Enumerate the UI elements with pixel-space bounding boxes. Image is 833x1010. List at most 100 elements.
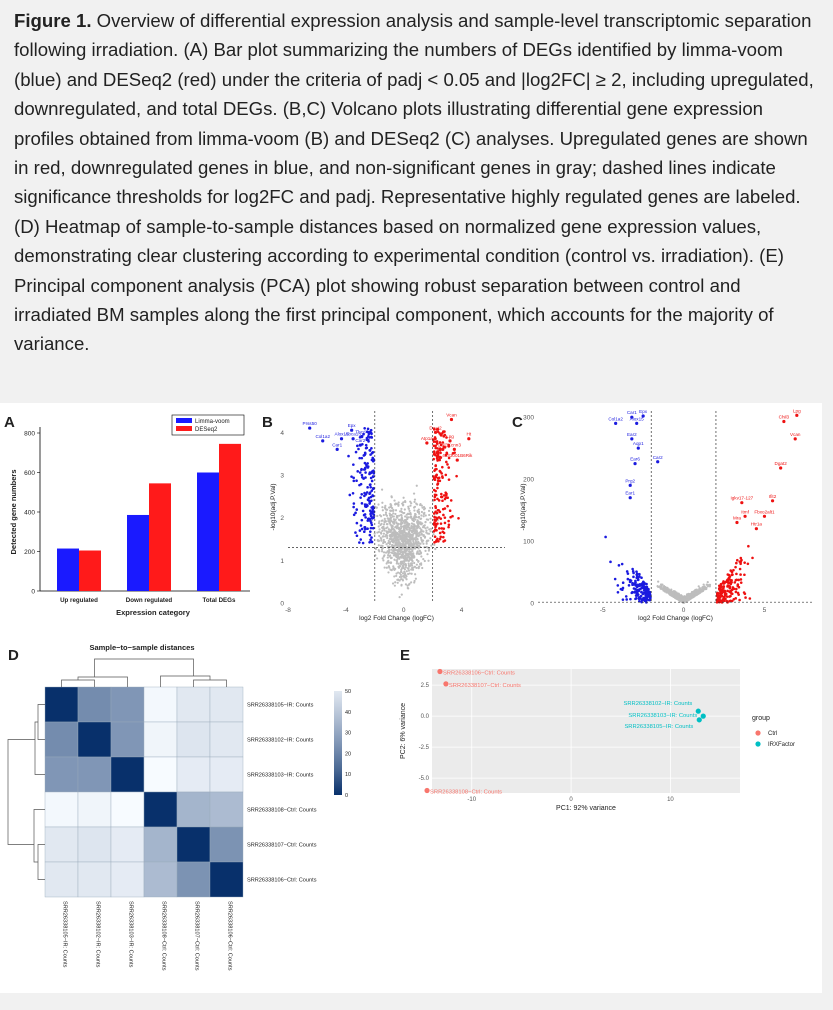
c-ns-point — [701, 586, 704, 589]
b-ns-point — [378, 520, 381, 523]
b-down-point — [366, 504, 369, 508]
b-ns-point — [397, 535, 400, 538]
b-gene-label: Car2 — [355, 438, 365, 443]
b-down-point — [363, 427, 366, 430]
b-down-point — [370, 523, 374, 527]
b-ns-point — [422, 525, 425, 529]
b-down-point — [356, 470, 360, 473]
b-down-point — [368, 540, 371, 544]
b-ns-point — [405, 554, 408, 557]
d-heatmap-cell — [44, 861, 79, 898]
b-ns-point — [380, 550, 384, 553]
b-up-point — [436, 428, 440, 431]
b-ns-point — [393, 558, 396, 561]
b-ns-point — [375, 557, 379, 560]
b-ns-point — [401, 529, 404, 533]
b-x-tick-label: 0 — [402, 607, 406, 614]
b-up-point — [436, 483, 439, 486]
b-down-point — [364, 476, 367, 479]
c-up-point — [738, 567, 742, 571]
c-up-point — [739, 556, 743, 560]
c-up-point — [748, 597, 752, 600]
c-labeled-point — [628, 483, 632, 487]
b-ns-point — [408, 582, 411, 585]
b-up-point — [438, 531, 442, 535]
d-heatmap-cell — [110, 791, 145, 828]
b-ns-point — [390, 556, 393, 559]
b-ns-point — [391, 532, 394, 535]
b-ns-point — [385, 508, 388, 511]
b-ns-point — [397, 550, 400, 554]
b-plot-area — [288, 411, 505, 603]
b-ns-point — [411, 518, 414, 521]
b-down-point — [361, 509, 365, 513]
b-ns-point — [418, 565, 421, 568]
b-down-point — [350, 475, 353, 478]
b-up-point — [444, 491, 447, 494]
a-y-tick-label: 600 — [24, 470, 35, 477]
b-up-point — [433, 515, 436, 519]
b-ns-point — [407, 505, 410, 508]
b-ns-point — [386, 532, 389, 535]
b-ns-point — [404, 543, 407, 546]
c-ns-point — [694, 592, 697, 595]
c-down-point — [629, 579, 633, 582]
b-ns-point — [395, 549, 398, 552]
b-ns-point — [421, 506, 424, 509]
b-x-tick-label: 4 — [460, 607, 464, 614]
b-ns-point — [376, 514, 379, 518]
b-ns-point — [387, 539, 390, 542]
b-down-point — [371, 470, 374, 473]
b-down-point — [370, 435, 373, 439]
b-ns-point — [410, 548, 413, 551]
c-up-point — [715, 601, 719, 604]
b-ns-point — [405, 570, 408, 573]
a-legend-swatch — [176, 426, 192, 431]
panel-label-a: A — [4, 414, 15, 431]
b-ns-point — [402, 566, 405, 570]
b-up-point — [445, 451, 449, 455]
c-gene-label: Aqp1 — [633, 441, 644, 446]
b-ns-point — [397, 504, 400, 507]
b-ns-point — [400, 536, 403, 539]
b-ns-point — [409, 536, 412, 539]
b-ns-point — [418, 549, 421, 552]
b-ns-point — [394, 526, 397, 529]
b-ns-point — [404, 499, 407, 503]
c-up-point — [746, 562, 750, 566]
b-ns-point — [396, 578, 399, 581]
c-ns-point — [670, 591, 674, 595]
b-up-point — [438, 537, 442, 541]
b-ns-point — [409, 516, 412, 519]
e-point — [700, 713, 706, 719]
c-up-point — [716, 592, 719, 595]
c-up-point — [735, 572, 738, 576]
d-heatmap-cell — [176, 756, 211, 793]
b-ns-point — [396, 545, 399, 548]
b-ns-point — [385, 514, 389, 517]
d-col-dendrogram — [193, 679, 227, 687]
c-gene-label: Mra — [733, 515, 741, 520]
c-labeled-point — [636, 446, 640, 450]
e-point — [437, 668, 443, 675]
b-down-point — [359, 538, 363, 541]
b-ns-point — [394, 509, 398, 512]
e-y-tick-label: 2.5 — [421, 683, 430, 689]
c-down-point — [638, 582, 642, 586]
c-ns-point — [679, 596, 683, 599]
b-labeled-point — [321, 439, 325, 443]
b-ns-point — [380, 488, 384, 491]
c-ns-point — [696, 589, 700, 592]
b-labeled-point — [308, 426, 312, 430]
b-ns-point — [394, 512, 397, 516]
b-ns-point — [397, 501, 400, 504]
c-ns-point — [677, 592, 680, 595]
b-ns-point — [424, 514, 427, 517]
b-ns-point — [412, 523, 416, 526]
b-labeled-point — [467, 437, 471, 441]
b-ns-point — [389, 568, 392, 571]
c-down-point — [640, 600, 643, 604]
b-ns-point — [394, 553, 397, 557]
b-up-point — [439, 492, 443, 496]
c-down-point — [632, 571, 635, 575]
